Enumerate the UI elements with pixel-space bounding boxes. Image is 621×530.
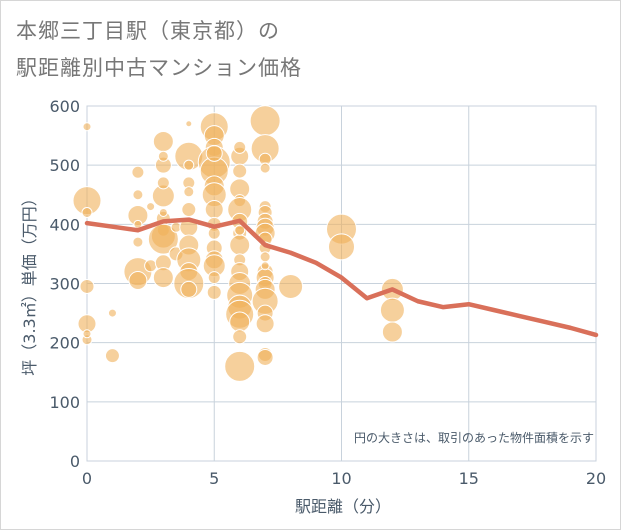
- data-bubble: [260, 261, 270, 271]
- data-bubble: [158, 208, 168, 217]
- chart-title-line-1: 本郷三丁目駅（東京都）の: [16, 19, 280, 43]
- x-tick-label: 20: [586, 469, 606, 488]
- data-bubble: [229, 234, 251, 256]
- data-bubble: [132, 236, 144, 248]
- data-bubble: [132, 189, 144, 201]
- data-bubble: [379, 297, 405, 323]
- y-axis-label: 坪（3.3㎡）単価（万円）: [20, 190, 39, 375]
- x-axis-label: 駅距離（分）: [295, 497, 391, 516]
- data-bubble: [232, 329, 248, 345]
- data-bubble: [152, 131, 174, 152]
- data-bubble: [131, 165, 145, 179]
- data-bubble: [82, 122, 92, 132]
- average-price-line: [84, 217, 599, 338]
- data-bubble: [224, 350, 256, 382]
- x-tick-label: 5: [209, 469, 219, 488]
- data-bubble: [328, 233, 355, 261]
- data-bubble: [229, 311, 251, 333]
- data-bubble: [181, 202, 197, 218]
- line-layer: [84, 217, 599, 338]
- data-bubble: [146, 202, 156, 212]
- data-bubble: [157, 150, 169, 162]
- data-bubble: [249, 105, 281, 137]
- data-bubble: [233, 140, 247, 154]
- data-bubble: [82, 329, 92, 339]
- data-bubble: [128, 271, 148, 291]
- data-bubble: [183, 159, 195, 171]
- data-bubble: [232, 163, 248, 179]
- y-tick-label: 200: [49, 334, 80, 353]
- data-bubble: [204, 200, 224, 220]
- data-bubble: [207, 271, 221, 285]
- data-bubble: [259, 251, 271, 263]
- data-bubble: [152, 267, 174, 289]
- data-bubble: [183, 186, 195, 198]
- data-bubble: [381, 321, 403, 343]
- data-bubble: [255, 314, 275, 334]
- chart-annotation: 円の大きさは、取引のあった物件面積を示す: [354, 430, 594, 445]
- data-bubble: [207, 226, 221, 240]
- data-bubble: [107, 308, 117, 318]
- axis-layer: 0 100 200 300 400 500 600 0 5 10 15 20: [49, 97, 606, 488]
- data-bubble: [259, 162, 271, 174]
- x-tick-label: 10: [331, 469, 351, 488]
- data-bubble: [144, 259, 158, 273]
- data-bubble: [180, 280, 198, 298]
- chart-title-line-2: 駅距離別中古マンション価格: [16, 56, 302, 80]
- y-tick-label: 500: [49, 156, 80, 175]
- data-bubble: [147, 223, 179, 255]
- x-tick-label: 0: [82, 469, 92, 488]
- data-bubble: [278, 273, 304, 299]
- y-tick-label: 0: [70, 452, 80, 471]
- y-tick-label: 100: [49, 393, 80, 412]
- data-bubble: [205, 144, 223, 162]
- x-tick-label: 15: [459, 469, 479, 488]
- data-bubble: [256, 348, 274, 366]
- y-tick-label: 600: [49, 97, 80, 116]
- data-bubble: [104, 348, 120, 364]
- data-bubble: [81, 207, 93, 218]
- data-bubble: [156, 176, 170, 190]
- data-bubble: [234, 224, 246, 236]
- data-bubble: [206, 284, 222, 300]
- data-bubble: [79, 278, 95, 294]
- y-tick-label: 400: [49, 215, 80, 234]
- bubble-layer: [72, 105, 405, 382]
- y-tick-label: 300: [49, 275, 80, 294]
- data-bubble: [185, 120, 193, 128]
